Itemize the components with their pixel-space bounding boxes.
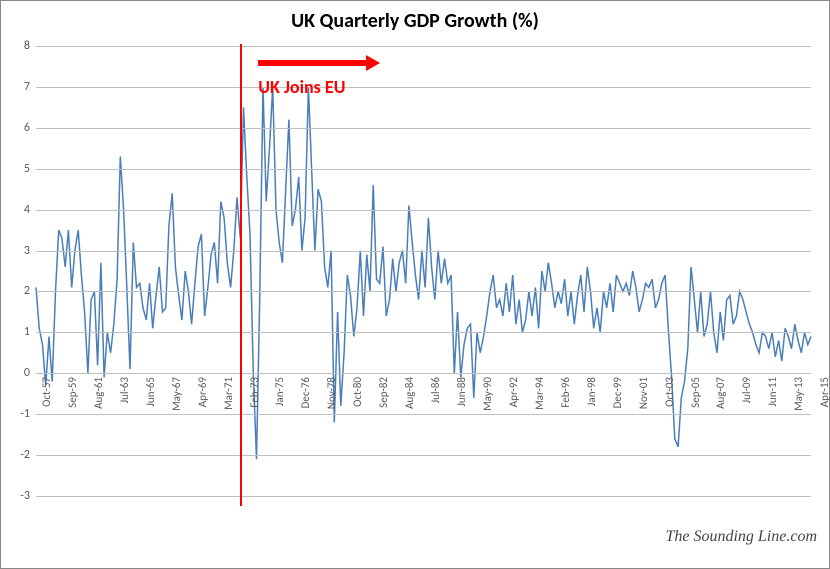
x-tick-label: Jul-63 bbox=[118, 377, 131, 403]
grid-line bbox=[36, 251, 811, 252]
x-tick-label: Jan-98 bbox=[585, 377, 598, 406]
grid-line bbox=[36, 414, 811, 415]
y-tick-label: 8 bbox=[24, 39, 30, 53]
x-tick-label: Feb-96 bbox=[559, 377, 572, 408]
chart-container: UK Quarterly GDP Growth (%) -3 -2 -1 0 1 2 3 4 5… bbox=[0, 0, 830, 569]
grid-line bbox=[36, 169, 811, 170]
x-tick-label: Jun-11 bbox=[766, 377, 779, 407]
y-tick-label: 1 bbox=[24, 325, 30, 339]
y-tick-label: -1 bbox=[20, 407, 30, 421]
x-tick-label: Jul-86 bbox=[429, 377, 442, 403]
x-tick-label: Nov-78 bbox=[325, 377, 338, 409]
line-series bbox=[36, 46, 811, 496]
x-tick-label: Nov-01 bbox=[637, 377, 650, 409]
watermark: The Sounding Line.com bbox=[665, 528, 817, 546]
grid-line bbox=[36, 128, 811, 129]
x-tick-label: May-13 bbox=[792, 377, 805, 411]
grid-line bbox=[36, 291, 811, 292]
x-tick-label: Sep-82 bbox=[377, 377, 390, 408]
x-tick-label: Dec-99 bbox=[611, 377, 624, 408]
grid-line bbox=[36, 46, 811, 47]
x-tick-label: May-67 bbox=[170, 377, 183, 411]
plot-area: -3-2-1012345678Oct-57Sep-59Aug-61Jul-63J… bbox=[36, 46, 811, 496]
y-tick-label: 7 bbox=[24, 80, 30, 94]
grid-line bbox=[36, 373, 811, 374]
x-tick-label: Aug-07 bbox=[714, 377, 727, 409]
x-tick-label: Oct-57 bbox=[40, 377, 53, 407]
x-tick-label: Feb-73 bbox=[248, 377, 261, 408]
x-tick-label: Oct-03 bbox=[663, 377, 676, 407]
x-tick-label: Jan-75 bbox=[273, 377, 286, 406]
annotation-arrow bbox=[258, 60, 368, 66]
y-tick-label: 5 bbox=[24, 162, 30, 176]
annotation-text: UK Joins EU bbox=[258, 76, 345, 98]
y-tick-label: 3 bbox=[24, 244, 30, 258]
grid-line bbox=[36, 87, 811, 88]
x-tick-label: Dec-76 bbox=[299, 377, 312, 408]
x-tick-label: Apr-69 bbox=[196, 377, 209, 407]
y-tick-label: 0 bbox=[24, 366, 30, 380]
x-tick-label: May-90 bbox=[481, 377, 494, 411]
x-tick-label: Mar-71 bbox=[222, 377, 235, 410]
x-tick-label: Aug-84 bbox=[403, 377, 416, 409]
annotation-line bbox=[240, 44, 242, 506]
x-tick-label: Apr-92 bbox=[507, 377, 520, 407]
x-tick-label: Aug-61 bbox=[92, 377, 105, 409]
x-tick-label: Sep-05 bbox=[689, 377, 702, 408]
y-tick-label: -2 bbox=[20, 448, 30, 462]
y-tick-label: 4 bbox=[24, 203, 30, 217]
grid-line bbox=[36, 332, 811, 333]
grid-line bbox=[36, 455, 811, 456]
x-tick-label: Jun-65 bbox=[144, 377, 157, 407]
y-tick-label: 6 bbox=[24, 121, 30, 135]
x-tick-label: Jul-09 bbox=[740, 377, 753, 403]
y-tick-label: 2 bbox=[24, 284, 30, 298]
x-tick-label: Jun-88 bbox=[455, 377, 468, 407]
y-tick-label: -3 bbox=[20, 489, 30, 503]
x-tick-label: Apr-15 bbox=[818, 377, 830, 407]
grid-line bbox=[36, 496, 811, 497]
x-tick-label: Mar-94 bbox=[533, 377, 546, 410]
x-tick-label: Sep-59 bbox=[66, 377, 79, 408]
x-tick-label: Oct-80 bbox=[351, 377, 364, 407]
grid-line bbox=[36, 210, 811, 211]
chart-title: UK Quarterly GDP Growth (%) bbox=[1, 9, 829, 33]
